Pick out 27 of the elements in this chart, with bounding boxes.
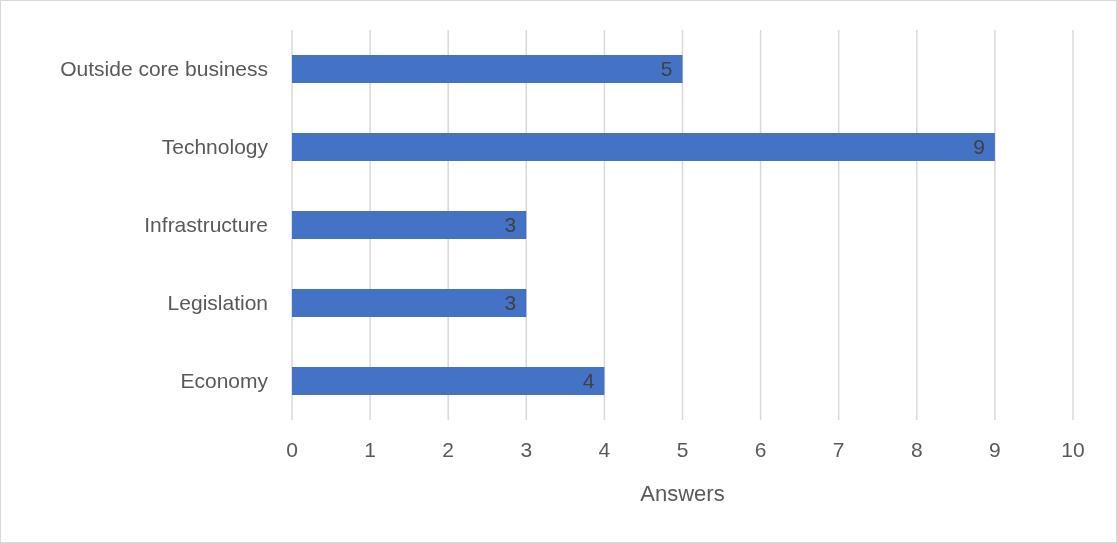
bar: [292, 54, 683, 83]
bar: [292, 132, 995, 161]
y-tick-label: Infrastructure: [144, 213, 268, 237]
x-axis-title: Answers: [640, 481, 725, 506]
x-tick-label: 6: [754, 437, 767, 461]
x-tick-label: 10: [1061, 437, 1085, 461]
y-tick-label: Outside core business: [60, 57, 268, 81]
y-tick-label: Legislation: [167, 291, 268, 315]
x-tick-label: 8: [910, 437, 923, 461]
y-tick-label: Technology: [161, 135, 269, 159]
data-label: 4: [582, 369, 595, 393]
y-tick-label: Economy: [180, 369, 269, 393]
bar: [292, 288, 527, 317]
x-tick-label: 7: [832, 437, 845, 461]
data-label: 9: [973, 135, 985, 159]
x-tick-label: 2: [442, 437, 455, 461]
bar: [292, 210, 527, 239]
data-label: 5: [660, 57, 673, 81]
data-label: 3: [504, 291, 517, 315]
x-tick-label: 0: [286, 437, 298, 461]
x-tick-label: 5: [676, 437, 689, 461]
bar: [292, 366, 605, 395]
data-label: 3: [504, 213, 517, 237]
x-tick-label: 4: [598, 437, 611, 461]
x-tick-label: 3: [520, 437, 533, 461]
x-tick-label: 9: [989, 437, 1001, 461]
x-tick-label: 1: [364, 437, 376, 461]
